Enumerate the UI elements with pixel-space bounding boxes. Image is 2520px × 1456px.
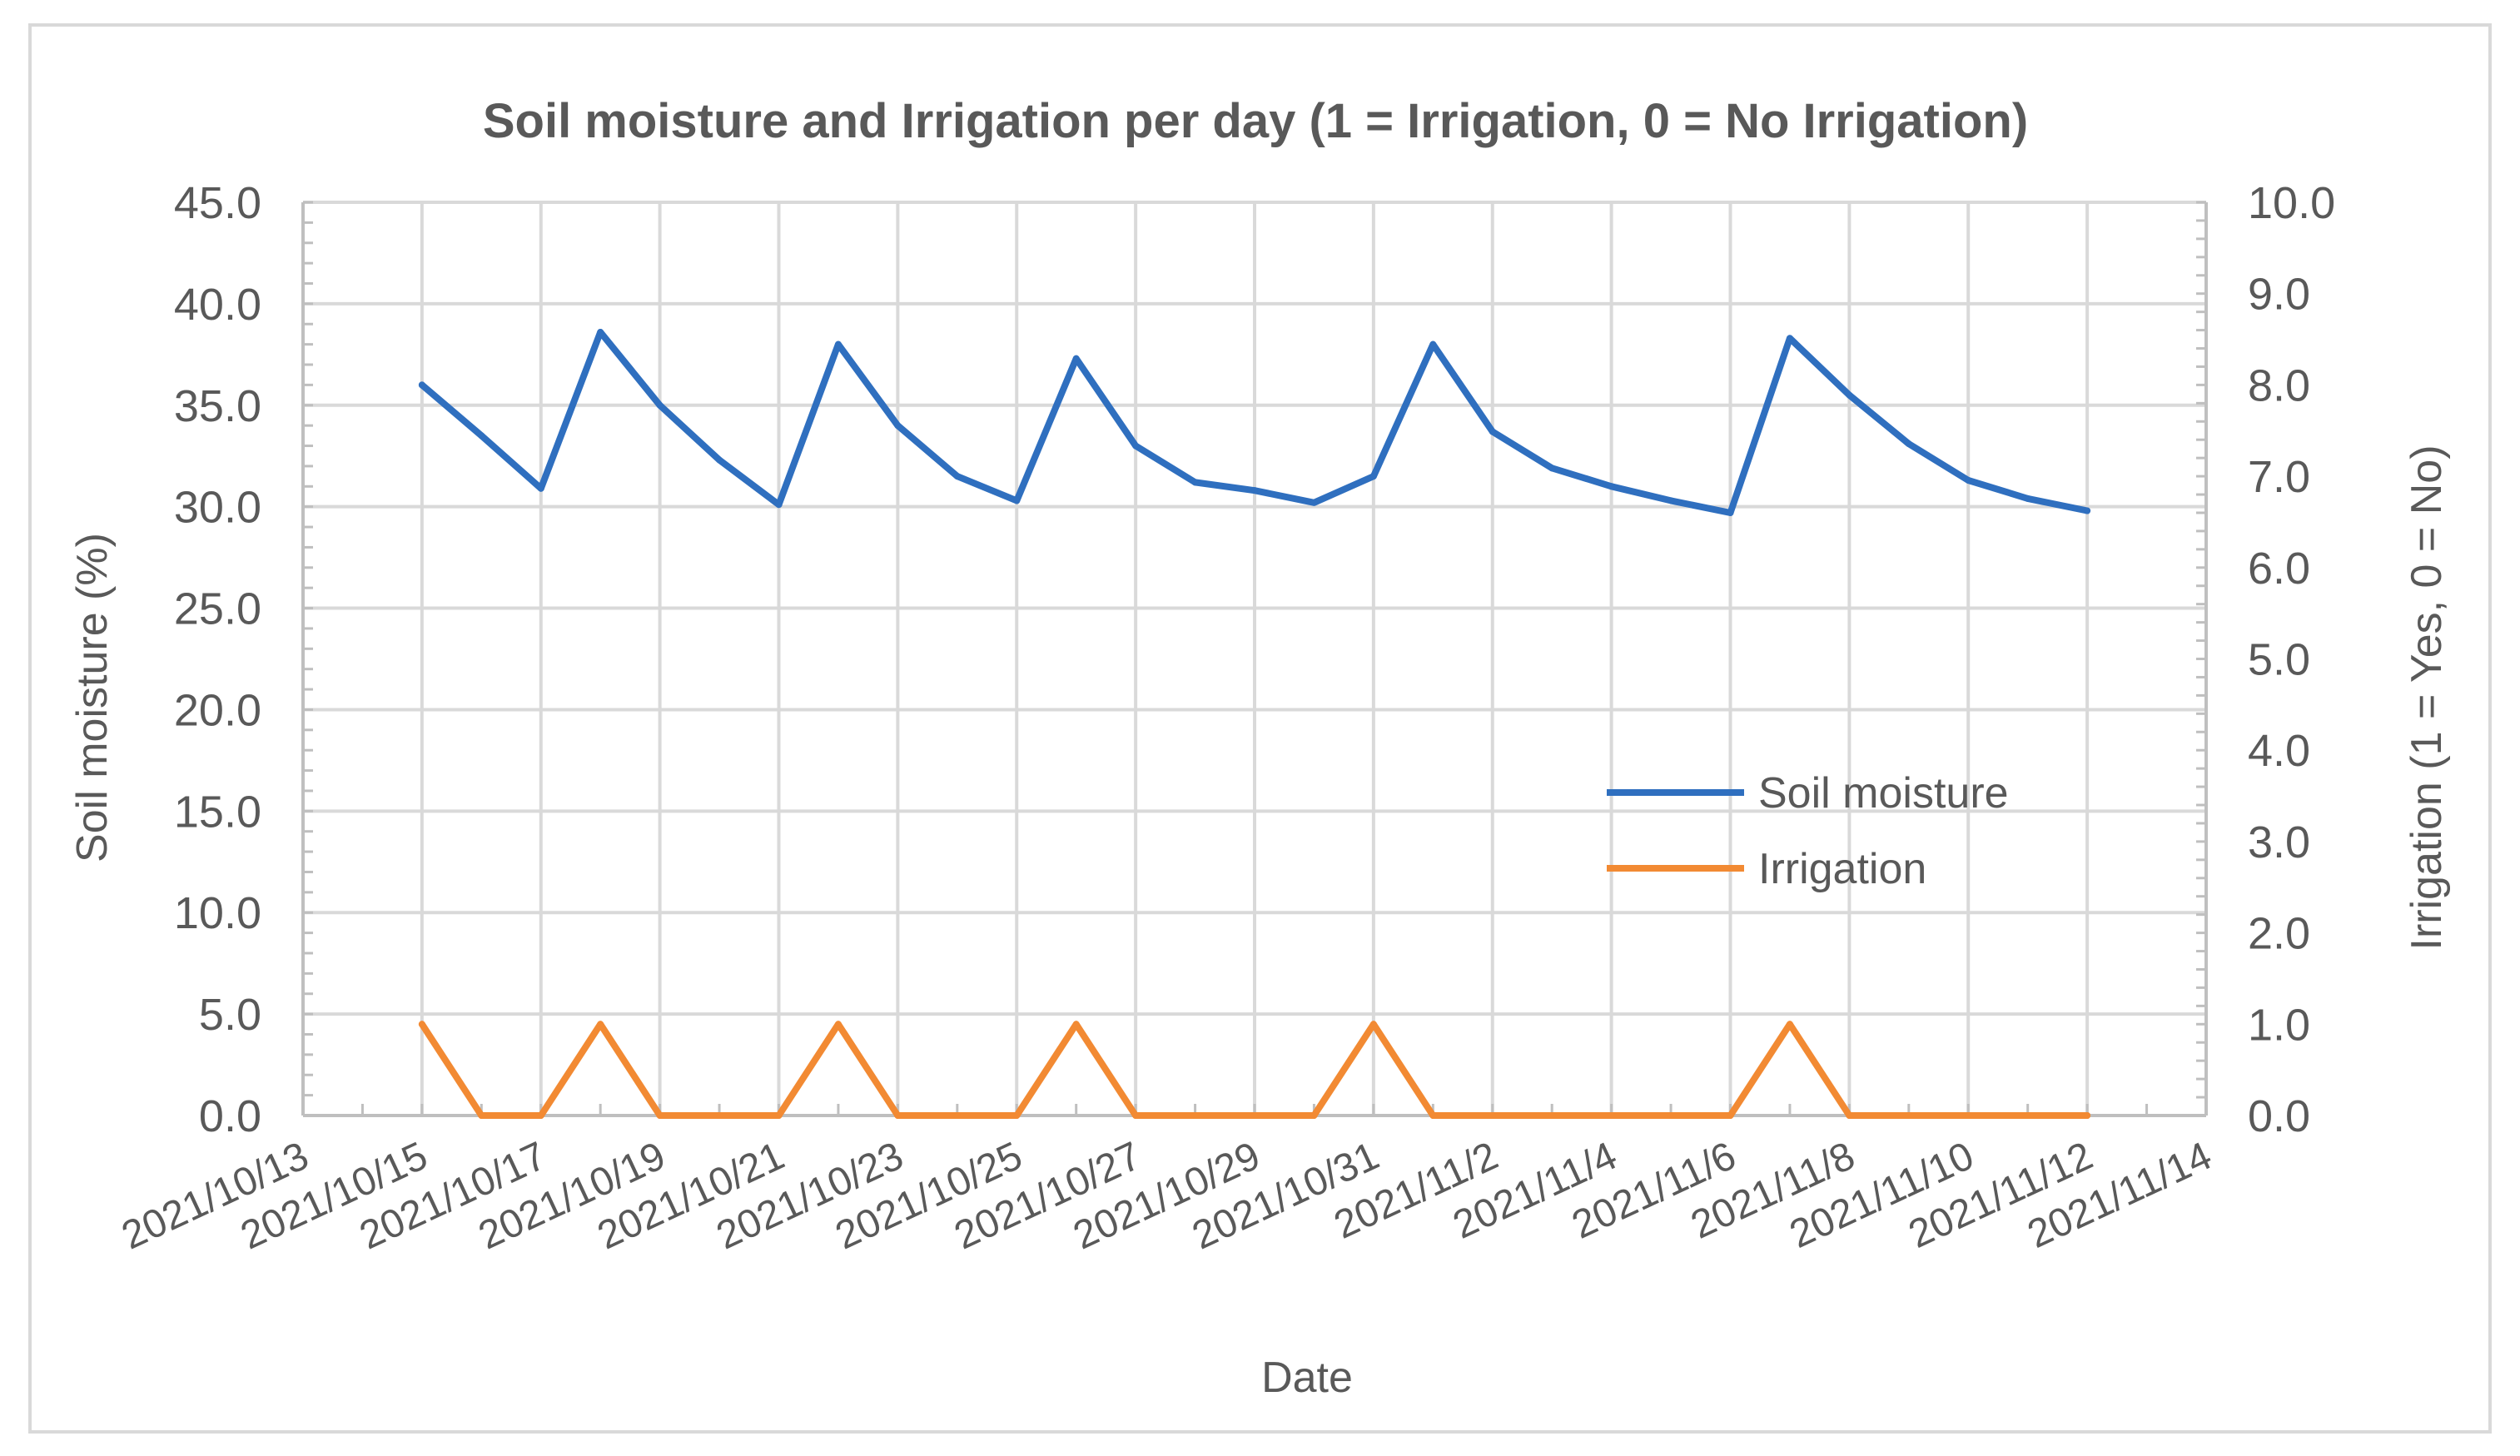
data-point-irrigation	[1608, 1112, 1615, 1119]
data-point-irrigation	[2084, 1112, 2091, 1119]
data-point-irrigation	[1191, 1112, 1199, 1119]
data-point-soil-moisture	[1310, 499, 1318, 506]
y-tick-label: 15.0	[174, 787, 261, 837]
legend-label-soil-moisture: Soil moisture	[1758, 769, 2009, 817]
y2-tick-label: 9.0	[2248, 270, 2310, 320]
y-tick-label: 10.0	[174, 888, 261, 938]
y-axis-label: Soil moisture (%)	[68, 533, 117, 862]
data-point-soil-moisture	[1965, 476, 1972, 484]
data-point-soil-moisture	[1905, 440, 1912, 448]
y2-tick-label: 8.0	[2248, 360, 2310, 410]
data-point-soil-moisture	[1846, 391, 1853, 399]
y-tick-label: 5.0	[199, 990, 261, 1040]
series	[418, 329, 2091, 1119]
data-point-irrigation	[894, 1112, 902, 1119]
y-tick-label: 45.0	[174, 178, 261, 228]
data-point-soil-moisture	[1489, 428, 1496, 435]
y2-tick-label: 1.0	[2248, 1000, 2310, 1050]
data-point-irrigation	[1905, 1112, 1912, 1119]
data-point-soil-moisture	[1369, 473, 1377, 480]
data-point-irrigation	[2024, 1112, 2031, 1119]
data-point-irrigation	[1072, 1021, 1080, 1028]
data-point-soil-moisture	[1191, 479, 1199, 486]
y2-tick-label: 10.0	[2248, 178, 2335, 228]
data-point-irrigation	[1013, 1112, 1021, 1119]
y-tick-label: 25.0	[174, 584, 261, 634]
data-point-irrigation	[1429, 1112, 1437, 1119]
data-point-irrigation	[1548, 1112, 1556, 1119]
y-tick-label: 30.0	[174, 483, 261, 533]
data-point-irrigation	[1965, 1112, 1972, 1119]
data-point-irrigation	[597, 1021, 604, 1028]
data-point-soil-moisture	[1608, 483, 1615, 490]
x-axis-label: Date	[1261, 1354, 1353, 1402]
y-tick-label: 40.0	[174, 280, 261, 330]
y2-tick-label: 0.0	[2248, 1091, 2310, 1141]
data-point-irrigation	[1668, 1112, 1675, 1119]
y-tick-label: 0.0	[199, 1091, 261, 1141]
data-point-irrigation	[1489, 1112, 1496, 1119]
data-point-soil-moisture	[2024, 494, 2031, 502]
y2-tick-label: 4.0	[2248, 726, 2310, 776]
chart-border	[28, 23, 2492, 1434]
data-point-soil-moisture	[775, 501, 783, 509]
y2-tick-label: 7.0	[2248, 452, 2310, 502]
data-point-irrigation	[953, 1112, 961, 1119]
y2-tick-label: 2.0	[2248, 909, 2310, 959]
data-point-irrigation	[1727, 1112, 1734, 1119]
data-point-soil-moisture	[1786, 335, 1793, 342]
data-point-soil-moisture	[953, 473, 961, 480]
data-point-irrigation	[1132, 1112, 1140, 1119]
y2-axis-label: Irrigation (1 = Yes, 0 = No)	[2403, 445, 2451, 950]
data-point-soil-moisture	[1548, 465, 1556, 472]
data-point-soil-moisture	[1132, 442, 1140, 450]
y-tick-label: 35.0	[174, 381, 261, 431]
data-point-soil-moisture	[834, 340, 842, 348]
data-point-irrigation	[1310, 1112, 1318, 1119]
data-point-soil-moisture	[2084, 507, 2091, 514]
data-point-soil-moisture	[716, 456, 723, 464]
legend-label-irrigation: Irrigation	[1758, 845, 1926, 893]
chart-title: Soil moisture and Irrigation per day (1 …	[483, 94, 2028, 148]
data-point-irrigation	[716, 1112, 723, 1119]
data-point-irrigation	[834, 1021, 842, 1028]
data-point-irrigation	[1846, 1112, 1853, 1119]
data-point-soil-moisture	[1013, 497, 1021, 504]
data-point-soil-moisture	[478, 432, 485, 440]
y2-tick-label: 3.0	[2248, 817, 2310, 867]
legend: Soil moisture Irrigation	[1607, 769, 2009, 893]
data-point-soil-moisture	[1668, 497, 1675, 504]
data-point-soil-moisture	[656, 401, 664, 409]
data-point-irrigation	[1786, 1021, 1793, 1028]
data-point-irrigation	[537, 1112, 544, 1119]
data-point-irrigation	[478, 1112, 485, 1119]
data-point-soil-moisture	[1251, 487, 1258, 494]
y2-tick-label: 5.0	[2248, 635, 2310, 685]
data-point-irrigation	[1369, 1021, 1377, 1028]
data-point-soil-moisture	[1429, 340, 1437, 348]
data-point-soil-moisture	[418, 381, 425, 389]
data-point-soil-moisture	[1072, 355, 1080, 362]
data-point-soil-moisture	[894, 422, 902, 430]
data-point-soil-moisture	[537, 485, 544, 492]
y-tick-label: 20.0	[174, 685, 261, 735]
data-point-soil-moisture	[1727, 509, 1734, 516]
data-point-irrigation	[418, 1021, 425, 1028]
data-point-irrigation	[775, 1112, 783, 1119]
y2-tick-label: 6.0	[2248, 544, 2310, 594]
data-point-soil-moisture	[597, 329, 604, 336]
data-point-irrigation	[656, 1112, 664, 1119]
data-point-irrigation	[1251, 1112, 1258, 1119]
